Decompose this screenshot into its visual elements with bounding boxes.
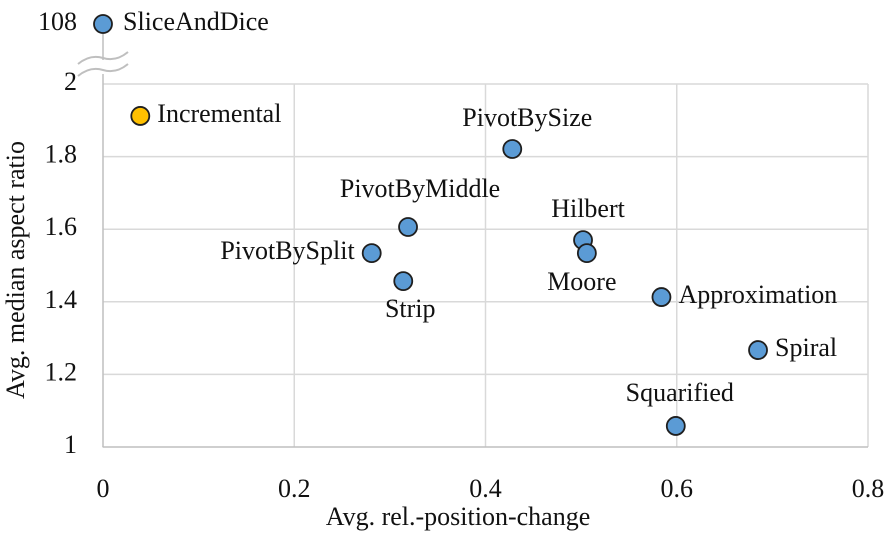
y-tick-label: 1.2: [45, 357, 78, 386]
y-tick-label: 108: [38, 7, 77, 36]
point-label: Spiral: [775, 333, 837, 362]
point: [398, 217, 418, 237]
y-tick-label: 1.6: [45, 212, 78, 241]
y-axis-label: Avg. median aspect ratio: [1, 141, 30, 399]
point-label: Moore: [547, 267, 616, 296]
point-label: PivotBySize: [462, 103, 592, 132]
point: [665, 416, 686, 436]
point: [93, 14, 113, 34]
point-label: Squarified: [626, 378, 734, 407]
point: [748, 340, 768, 360]
y-tick-label: 1: [64, 430, 77, 459]
point-label: Approximation: [678, 280, 837, 309]
x-tick-label: 0.8: [852, 474, 885, 503]
point: [393, 271, 414, 292]
point: [361, 243, 382, 264]
point-label: PivotBySplit: [220, 236, 355, 265]
point-label: PivotByMiddle: [340, 174, 500, 203]
y-tick-label: 1.4: [45, 285, 78, 314]
y-tick-label: 1.8: [45, 140, 78, 169]
x-axis-label: Avg. rel.-position-change: [326, 502, 591, 531]
axis-break: [77, 51, 129, 77]
point: [502, 139, 523, 159]
point-label: Incremental: [157, 99, 281, 128]
x-tick-label: 0.6: [661, 474, 694, 503]
x-tick-label: 0: [97, 474, 110, 503]
point: [576, 243, 597, 264]
x-tick-label: 0.2: [278, 474, 311, 503]
x-tick-label: 0.4: [469, 474, 502, 503]
point: [130, 106, 151, 126]
y-tick-label: 2: [64, 67, 77, 96]
point-label: Strip: [385, 294, 436, 323]
point: [651, 287, 672, 307]
point-label: SliceAndDice: [123, 7, 269, 36]
point-label: Hilbert: [551, 194, 625, 223]
